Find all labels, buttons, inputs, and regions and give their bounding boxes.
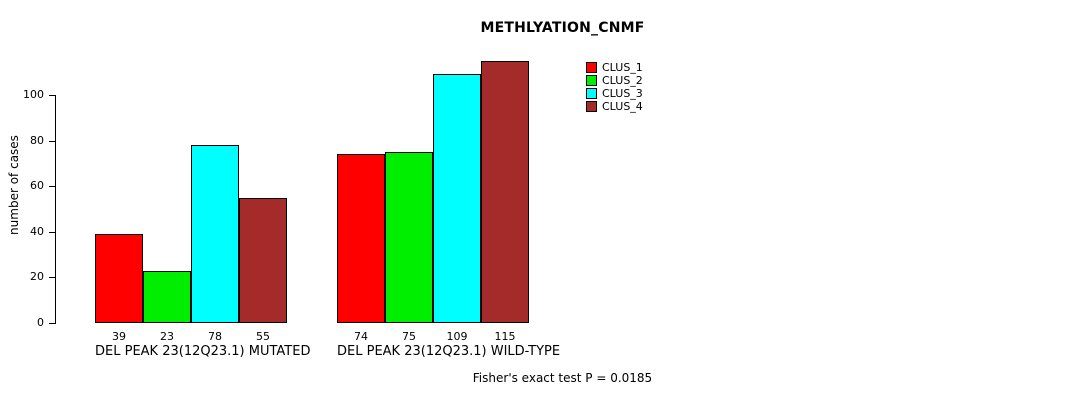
y-tick-mark (49, 232, 55, 233)
legend-label: CLUS_3 (602, 87, 643, 100)
x-category-label: DEL PEAK 23(12Q23.1) WILD-TYPE (337, 344, 561, 359)
y-tick-label: 40 (30, 225, 44, 238)
bar-clus_3-group1 (191, 145, 239, 323)
legend-label: CLUS_4 (602, 100, 643, 113)
bar-value-label: 39 (112, 330, 126, 343)
legend-item: CLUS_1 (586, 62, 643, 73)
y-tick-label: 100 (23, 88, 44, 101)
legend: CLUS_1 CLUS_2 CLUS_3 CLUS_4 (586, 62, 643, 112)
y-tick-label: 80 (30, 134, 44, 147)
legend-label: CLUS_2 (602, 74, 643, 87)
bar-clus_1-group1 (95, 234, 143, 323)
bar-value-label: 23 (160, 330, 174, 343)
y-tick-mark (49, 141, 55, 142)
legend-item: CLUS_4 (586, 101, 643, 112)
y-tick-label: 20 (30, 270, 44, 283)
y-tick-mark (49, 95, 55, 96)
legend-swatch (586, 75, 597, 86)
x-category-label: DEL PEAK 23(12Q23.1) MUTATED (95, 344, 311, 359)
bar-clus_3-group2 (433, 74, 481, 323)
legend-item: CLUS_3 (586, 88, 643, 99)
y-tick-label: 60 (30, 179, 44, 192)
legend-swatch (586, 62, 597, 73)
y-axis-line (55, 95, 56, 324)
bar-value-label: 74 (354, 330, 368, 343)
bar-value-label: 109 (446, 330, 468, 343)
legend-swatch (586, 88, 597, 99)
bar-clus_1-group2 (337, 154, 385, 323)
bar-value-label: 75 (402, 330, 416, 343)
bar-clus_4-group1 (239, 198, 287, 323)
y-tick-label: 0 (37, 316, 44, 329)
legend-swatch (586, 101, 597, 112)
y-tick-mark (49, 186, 55, 187)
y-tick-mark (49, 277, 55, 278)
footnote-pvalue: Fisher's exact test P = 0.0185 (472, 371, 653, 385)
bar-clus_4-group2 (481, 61, 529, 323)
bar-clus_2-group2 (385, 152, 433, 323)
bar-clus_2-group1 (143, 271, 191, 323)
legend-label: CLUS_1 (602, 61, 643, 74)
y-tick-mark (49, 323, 55, 324)
bar-value-label: 78 (208, 330, 222, 343)
bar-value-label: 55 (256, 330, 270, 343)
bar-value-label: 115 (494, 330, 516, 343)
legend-item: CLUS_2 (586, 75, 643, 86)
chart-title: METHLYATION_CNMF (480, 20, 645, 36)
